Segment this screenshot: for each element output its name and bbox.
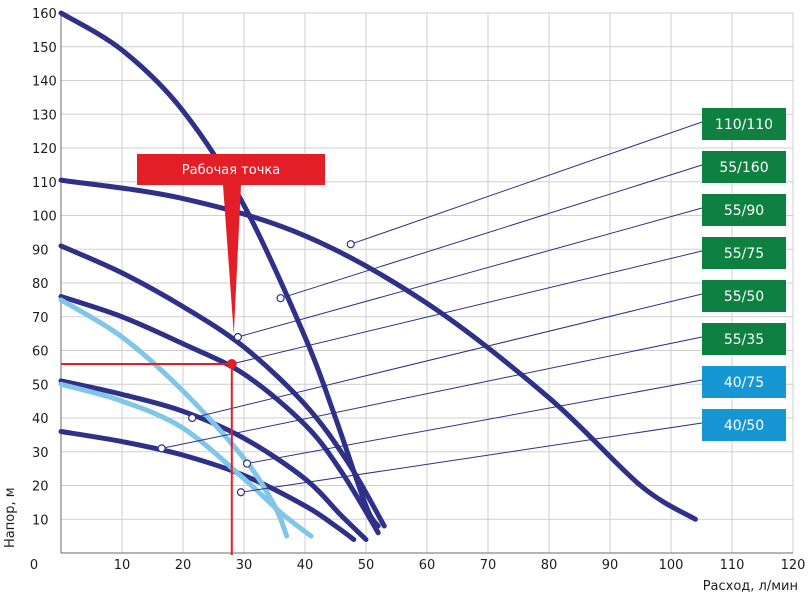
legend-box-40/50 [702, 409, 786, 441]
y-tick-label: 80 [32, 277, 49, 292]
legend: 110/110 55/160 55/90 55/75 55/50 55/35 40/75 40… [702, 108, 786, 441]
legend-label-40/50: 40/50 [724, 418, 764, 434]
legend-label-40/75: 40/75 [724, 375, 764, 391]
curve-marker-55/90 [233, 332, 242, 342]
curve-marker-55/50 [188, 413, 197, 423]
y-tick-label: 60 [32, 345, 49, 360]
legend-box-55/90 [702, 194, 786, 226]
x-tick-label: 0 [30, 558, 38, 573]
working-point-label: Рабочая точка [182, 163, 280, 178]
legend-label-55/50: 55/50 [724, 289, 764, 305]
legend-box-55/75 [702, 237, 786, 269]
leader-line-40/75 [246, 379, 703, 465]
y-tick-label: 50 [32, 378, 49, 393]
y-tick-label: 150 [32, 41, 57, 56]
x-tick-label: 100 [659, 558, 684, 573]
legend-label-55/90: 55/90 [724, 203, 764, 219]
x-tick-label: 110 [720, 558, 745, 573]
legend-box-110/110 [702, 108, 786, 140]
legend-label-110/110: 110/110 [715, 117, 773, 133]
curve-marker-110/110 [346, 240, 355, 249]
y-tick-label: 100 [32, 210, 57, 225]
callout-box [137, 154, 325, 185]
x-tick-label: 60 [419, 558, 436, 573]
x-tick-label: 20 [175, 558, 192, 573]
legend-box-55/35 [702, 323, 786, 355]
x-tick-label: 30 [236, 558, 253, 573]
legend-box-55/50 [702, 280, 786, 312]
y-tick-label: 20 [32, 480, 49, 495]
y-tick-label: 120 [32, 142, 57, 157]
pump-curve-55/75 [58, 294, 381, 536]
working-point-marker [226, 359, 237, 369]
y-tick-label: 130 [32, 108, 57, 123]
leader-line-55/75 [231, 250, 703, 365]
curve-marker-40/50 [236, 488, 246, 497]
leader-line-55/160 [280, 164, 703, 299]
y-tick-label: 160 [32, 7, 57, 22]
pump-curve-55/50 [58, 378, 369, 542]
x-axis-label: Расход, л/мин [703, 579, 798, 594]
pump-curve-110/110 [58, 10, 381, 529]
y-tick-label: 90 [32, 243, 49, 258]
x-tick-label: 70 [480, 558, 497, 573]
y-tick-label: 140 [32, 75, 57, 90]
pump-curve [58, 177, 698, 522]
y-tick-label: 30 [32, 446, 49, 461]
y-tick-label: 10 [32, 513, 49, 528]
y-axis-label: Напор, м [3, 487, 18, 548]
grid [60, 12, 794, 553]
y-tick-label: 40 [32, 412, 49, 427]
leader-line-40/50 [240, 422, 703, 493]
leader-line-110/110 [350, 121, 703, 245]
legend-label-55/160: 55/160 [719, 160, 768, 176]
leader-line-55/35 [161, 336, 703, 449]
x-tick-label: 10 [114, 558, 131, 573]
legend-label-55/35: 55/35 [724, 332, 764, 348]
tick-labels: 0 10 20 30 40 50 60 70 80 90 100 110 120 10 20 30 40 50 60… [30, 7, 806, 573]
legend-box-55/160 [702, 151, 786, 183]
working-point-group: Рабочая точка [61, 154, 325, 555]
legend-box-40/75 [702, 366, 786, 398]
pump-curve-55/35 [58, 429, 357, 542]
leader-line-55/90 [237, 207, 703, 338]
leader-lines [157, 121, 703, 497]
pump-curves [58, 10, 698, 542]
pump-curve-40/50 [58, 381, 314, 539]
y-tick-label: 70 [32, 311, 49, 326]
x-tick-label: 80 [541, 558, 558, 573]
x-tick-label: 50 [358, 558, 375, 573]
curve-marker-55/160 [276, 294, 285, 303]
y-tick-label: 110 [32, 176, 57, 191]
x-tick-label: 90 [602, 558, 619, 573]
x-tick-label: 120 [781, 558, 806, 573]
leader-line-55/50 [192, 293, 703, 419]
curve-marker-40/75 [242, 459, 252, 468]
x-tick-label: 40 [297, 558, 314, 573]
legend-label-55/75: 55/75 [724, 246, 764, 262]
curve-marker-55/35 [157, 444, 166, 453]
axes [60, 13, 793, 554]
callout-pointer [223, 185, 241, 334]
pump-curve-55/90 [58, 243, 387, 529]
